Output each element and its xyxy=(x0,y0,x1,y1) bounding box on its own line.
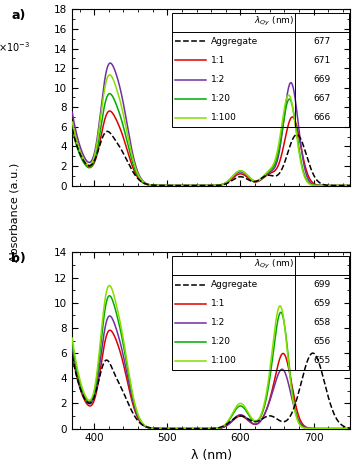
Text: b): b) xyxy=(11,252,26,266)
Text: 667: 667 xyxy=(313,94,330,103)
Text: 1:2: 1:2 xyxy=(211,318,225,327)
Text: 1:100: 1:100 xyxy=(211,356,237,365)
Text: $\times 10^{-3}$: $\times 10^{-3}$ xyxy=(0,40,31,54)
Text: 677: 677 xyxy=(313,37,330,46)
Text: 655: 655 xyxy=(313,356,330,365)
Text: 659: 659 xyxy=(313,299,330,308)
Text: 666: 666 xyxy=(313,113,330,122)
Text: 1:2: 1:2 xyxy=(211,75,225,84)
X-axis label: λ (nm): λ (nm) xyxy=(191,449,232,462)
Text: 1:1: 1:1 xyxy=(211,299,226,308)
Text: 1:100: 1:100 xyxy=(211,113,237,122)
Text: Aggregate: Aggregate xyxy=(211,37,258,46)
Text: 669: 669 xyxy=(313,75,330,84)
Text: 656: 656 xyxy=(313,337,330,346)
Text: $\lambda_{Qy}$ (nm): $\lambda_{Qy}$ (nm) xyxy=(254,15,295,28)
Text: 1:20: 1:20 xyxy=(211,94,231,103)
Text: Aggregate: Aggregate xyxy=(211,280,258,289)
Text: 699: 699 xyxy=(313,280,330,289)
Text: 1:1: 1:1 xyxy=(211,56,226,65)
Text: 671: 671 xyxy=(313,56,330,65)
Text: Absorbance (a.u.): Absorbance (a.u.) xyxy=(9,162,19,261)
Text: 658: 658 xyxy=(313,318,330,327)
Text: 1:20: 1:20 xyxy=(211,337,231,346)
Text: a): a) xyxy=(11,9,25,23)
Text: $\lambda_{Qy}$ (nm): $\lambda_{Qy}$ (nm) xyxy=(254,258,295,271)
